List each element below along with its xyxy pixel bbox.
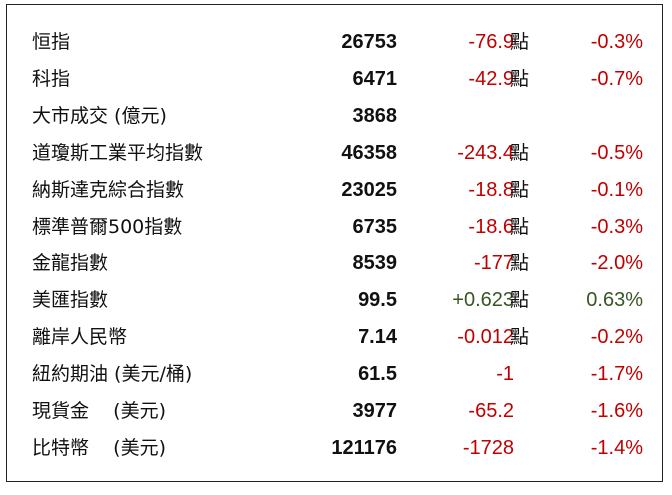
row-change: -1 — [496, 363, 514, 386]
row-name: 恒指 — [32, 31, 71, 53]
row-unit: 點 — [510, 31, 530, 53]
row-percent: -0.7% — [590, 67, 643, 90]
row-name: 科指 — [32, 67, 71, 90]
row-value: 3977 — [352, 400, 398, 422]
row-percent: -1.7% — [590, 363, 643, 386]
row-value: 6735 — [352, 215, 398, 238]
row-name: 標準普爾500指數 — [32, 215, 183, 238]
row-name: 美匯指數 — [32, 289, 109, 312]
row-value: 61.5 — [358, 363, 397, 386]
row-change: -0.012 — [457, 326, 514, 349]
row-percent: 0.63% — [586, 289, 643, 312]
row-value: 7.14 — [358, 326, 397, 349]
row-value: 26753 — [341, 31, 397, 53]
row-percent: -0.3% — [590, 31, 643, 53]
row-unit: 點 — [510, 215, 530, 238]
row-value: 23025 — [341, 178, 397, 201]
row-percent: -0.2% — [590, 326, 643, 349]
row-name: 比特幣 (美元) — [32, 436, 166, 459]
row-percent: -0.3% — [590, 215, 643, 238]
row-name: 大市成交 (億元) — [32, 104, 167, 127]
row-change: +0.623 — [452, 289, 514, 312]
row-value: 3868 — [352, 104, 398, 127]
row-percent: -1.4% — [590, 436, 643, 459]
row-value: 99.5 — [358, 289, 397, 312]
row-name: 納斯達克綜合指數 — [32, 178, 185, 201]
row-change: -42.9 — [468, 67, 514, 90]
row-percent: -2.0% — [590, 252, 643, 275]
row-change: -18.6 — [468, 215, 514, 238]
row-change: -243.4 — [457, 141, 514, 164]
row-name: 現貨金 (美元) — [32, 400, 166, 422]
row-name: 道瓊斯工業平均指數 — [32, 141, 204, 164]
row-unit: 點 — [510, 67, 530, 90]
row-change: -18.8 — [468, 178, 514, 201]
table-frame — [6, 4, 663, 482]
row-value: 6471 — [352, 67, 398, 90]
row-change: -1728 — [462, 436, 514, 459]
row-change: -65.2 — [468, 400, 514, 422]
row-unit: 點 — [510, 141, 530, 164]
row-change: -76.9 — [468, 31, 514, 53]
row-name: 離岸人民幣 — [32, 326, 128, 349]
row-value: 8539 — [352, 252, 398, 275]
row-value: 121176 — [331, 436, 397, 459]
row-unit: 點 — [510, 252, 530, 275]
row-percent: -0.1% — [590, 178, 643, 201]
row-value: 46358 — [341, 141, 397, 164]
row-percent: -0.5% — [590, 141, 643, 164]
row-percent: -1.6% — [590, 400, 643, 422]
row-unit: 點 — [510, 326, 530, 349]
row-name: 紐約期油 (美元/桶) — [32, 363, 193, 386]
row-unit: 點 — [510, 289, 530, 312]
row-change: -177 — [473, 252, 514, 275]
row-unit: 點 — [510, 178, 530, 201]
row-name: 金龍指數 — [32, 252, 109, 275]
